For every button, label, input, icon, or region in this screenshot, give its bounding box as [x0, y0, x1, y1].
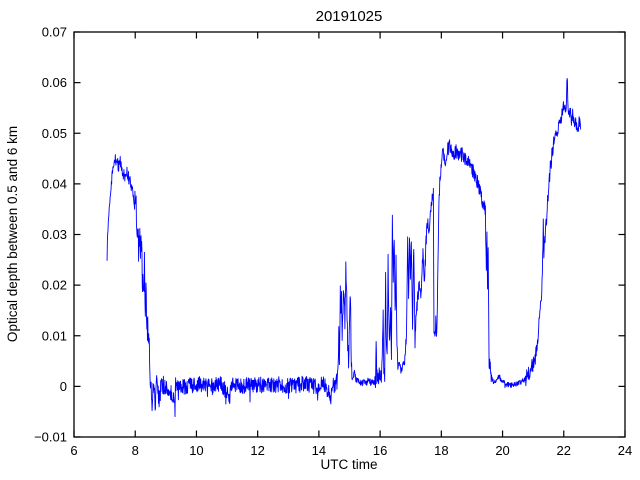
- y-tick-label: 0.01: [42, 328, 67, 343]
- y-axis-label: Optical depth between 0.5 and 6 km: [5, 126, 20, 342]
- x-tick-label: 20: [495, 443, 509, 458]
- y-tick-label: 0.03: [42, 227, 67, 242]
- y-tick-label: 0.04: [42, 176, 67, 191]
- x-tick-label: 22: [557, 443, 571, 458]
- x-tick-label: 14: [312, 443, 326, 458]
- x-tick-label: 24: [618, 443, 632, 458]
- axis-box: [73, 31, 626, 438]
- x-tick-label: 10: [189, 443, 203, 458]
- x-tick-label: 8: [132, 443, 139, 458]
- data-series-layer: [106, 78, 582, 418]
- x-tick-label: 12: [250, 443, 264, 458]
- y-tick-label: 0.07: [42, 25, 67, 40]
- y-tick-label: 0.06: [42, 75, 67, 90]
- y-tick-label: 0.05: [42, 126, 67, 141]
- chart-title: 20191025: [316, 8, 383, 25]
- y-tick-label: 0.02: [42, 278, 67, 293]
- x-tick-label: 16: [373, 443, 387, 458]
- y-tick-label: −0.01: [34, 430, 67, 445]
- data-series-line: [106, 78, 582, 418]
- x-tick-label: 6: [70, 443, 77, 458]
- x-tick-label: 18: [434, 443, 448, 458]
- axis-ticks: 6 8 10 12 14 16 18 20 22 24 −0.01 0 0.01 0.02 0.03 0.04…: [34, 25, 632, 459]
- x-axis-label: UTC time: [321, 457, 378, 472]
- y-tick-label: 0: [60, 379, 67, 394]
